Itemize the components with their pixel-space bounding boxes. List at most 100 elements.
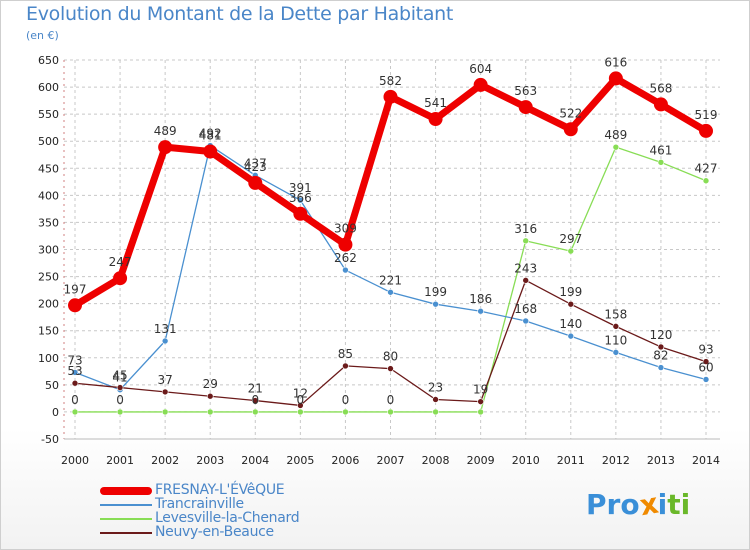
x-tick-label: 2010 (512, 454, 540, 467)
legend-label-fresnay: FRESNAY-L'ÉVêQUE (155, 482, 285, 498)
data-point-trancrainville (71, 369, 79, 376)
data-point-levesville (432, 408, 439, 416)
y-tick-label: 450 (38, 162, 59, 175)
data-point-fresnay (293, 206, 308, 221)
data-point-neuvy (477, 398, 484, 405)
data-label-neuvy: 93 (698, 343, 713, 357)
x-tick-label: 2008 (422, 454, 450, 467)
legend-item-fresnay: FRESNAY-L'ÉVêQUE (100, 482, 360, 498)
logo-letter: i (680, 488, 691, 521)
data-point-trancrainville (702, 376, 710, 383)
chart-unit: (en €) (26, 29, 59, 42)
data-point-neuvy (567, 300, 575, 308)
data-point-fresnay (113, 271, 128, 286)
data-point-neuvy (522, 277, 530, 284)
data-label-trancrainville: 41 (112, 371, 127, 385)
legend-label-trancrainville: Trancrainville (155, 496, 244, 512)
legend-item-trancrainville: Trancrainville (100, 496, 360, 512)
data-point-levesville (71, 408, 79, 416)
data-label-trancrainville: 110 (604, 333, 627, 347)
y-tick-label: 400 (38, 189, 59, 202)
data-point-levesville (612, 143, 620, 151)
data-label-neuvy: 29 (203, 377, 218, 391)
data-point-neuvy (432, 396, 439, 403)
y-tick-label: 350 (38, 216, 59, 229)
legend-swatch-levesville (100, 518, 152, 520)
data-point-levesville (702, 177, 710, 185)
data-label-fresnay: 366 (289, 191, 312, 205)
data-label-fresnay: 541 (424, 96, 447, 110)
logo-letter: t (667, 488, 681, 521)
data-point-levesville (251, 408, 259, 416)
data-label-levesville: 0 (71, 393, 79, 407)
y-tick-label: 500 (38, 135, 59, 148)
data-point-levesville (522, 237, 530, 245)
proxiti-logo: Proxiti (586, 487, 691, 523)
data-point-fresnay (158, 140, 173, 155)
data-point-trancrainville (161, 337, 169, 345)
legend: FRESNAY-L'ÉVêQUE Trancrainville Levesvil… (100, 482, 360, 540)
data-label-neuvy: 12 (293, 386, 308, 400)
data-point-neuvy (612, 323, 620, 330)
data-label-trancrainville: 221 (379, 273, 402, 287)
legend-item-neuvy: Neuvy-en-Beauce (100, 524, 360, 540)
data-point-neuvy (251, 397, 259, 404)
data-label-fresnay: 604 (469, 62, 492, 76)
legend-label-levesville: Levesville-la-Chenard (155, 510, 300, 526)
data-label-trancrainville: 437 (244, 156, 267, 170)
data-point-levesville (206, 408, 214, 416)
data-point-trancrainville (477, 307, 484, 315)
x-tick-label: 2005 (286, 454, 314, 467)
data-point-trancrainville (297, 196, 304, 204)
data-label-levesville: 0 (116, 393, 124, 407)
chart-title: Evolution du Montant de la Dette par Hab… (26, 3, 454, 25)
data-label-trancrainville: 73 (67, 353, 82, 367)
data-point-levesville (387, 408, 394, 416)
data-label-neuvy: 53 (67, 364, 82, 378)
data-point-trancrainville (567, 332, 575, 340)
x-tick-label: 2009 (467, 454, 495, 467)
data-point-fresnay (248, 175, 263, 190)
y-tick-label: 550 (38, 108, 59, 121)
data-point-fresnay (203, 144, 218, 159)
data-label-neuvy: 85 (338, 347, 353, 361)
data-point-levesville (342, 408, 349, 416)
data-point-neuvy (702, 358, 710, 365)
data-point-levesville (477, 408, 484, 416)
x-tick-label: 2006 (331, 454, 359, 467)
data-point-fresnay (699, 123, 713, 138)
x-tick-label: 2014 (692, 454, 720, 467)
data-label-fresnay: 489 (154, 124, 177, 138)
data-label-trancrainville: 186 (469, 292, 492, 306)
x-tick-label: 2013 (647, 454, 675, 467)
y-tick-label: 50 (45, 379, 59, 392)
data-point-levesville (116, 408, 124, 416)
legend-swatch-neuvy (100, 532, 152, 534)
data-point-neuvy (71, 379, 79, 387)
y-tick-label: 600 (38, 81, 59, 94)
data-point-neuvy (206, 392, 214, 400)
data-label-neuvy: 158 (604, 307, 627, 321)
data-label-fresnay: 522 (559, 106, 582, 120)
y-tick-label: 200 (38, 298, 59, 311)
x-tick-label: 2011 (557, 454, 585, 467)
data-label-fresnay: 616 (604, 55, 627, 69)
data-point-trancrainville (612, 349, 620, 356)
data-point-fresnay (518, 100, 533, 115)
data-label-fresnay: 519 (695, 108, 718, 122)
x-tick-label: 2007 (377, 454, 405, 467)
data-point-levesville (161, 408, 169, 416)
data-label-levesville: 489 (604, 128, 627, 142)
data-label-trancrainville: 492 (199, 127, 222, 141)
data-label-levesville: 297 (559, 232, 582, 246)
y-tick-label: 0 (52, 406, 59, 419)
logo-letter: P (586, 488, 607, 521)
logo-letter: i (657, 488, 668, 521)
data-label-neuvy: 21 (248, 382, 263, 396)
data-label-trancrainville: 168 (514, 302, 537, 316)
data-label-neuvy: 37 (158, 373, 173, 387)
data-label-levesville: 0 (297, 393, 305, 407)
data-label-neuvy: 19 (473, 383, 488, 397)
series (68, 71, 713, 416)
